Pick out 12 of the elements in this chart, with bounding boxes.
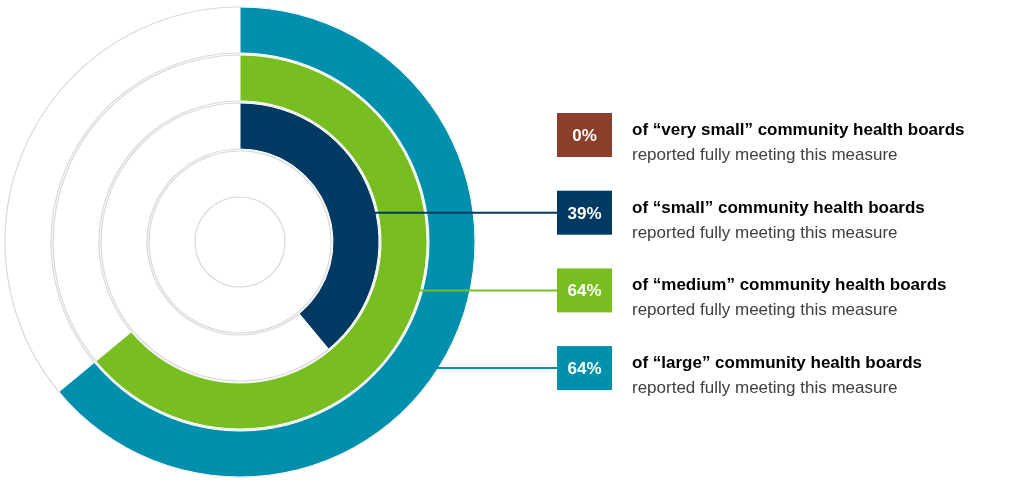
text: reported fully meeting this measure	[632, 222, 898, 242]
data-label: 39%	[567, 203, 602, 223]
category-label: of “very small” community health boards	[632, 120, 965, 139]
category-label: of “small” community health boards	[632, 197, 925, 217]
category-label: of “medium” community health boards	[632, 275, 947, 295]
data-label: 64%	[567, 281, 602, 301]
text: reported fully meeting this measure	[632, 300, 898, 320]
text: reported fully meeting this measure	[632, 378, 898, 398]
data-label: 64%	[567, 359, 602, 379]
category-label: of “large” community health boards	[632, 353, 922, 373]
text: reported fully meeting this measure	[632, 145, 898, 164]
data-label: 0%	[572, 126, 597, 145]
